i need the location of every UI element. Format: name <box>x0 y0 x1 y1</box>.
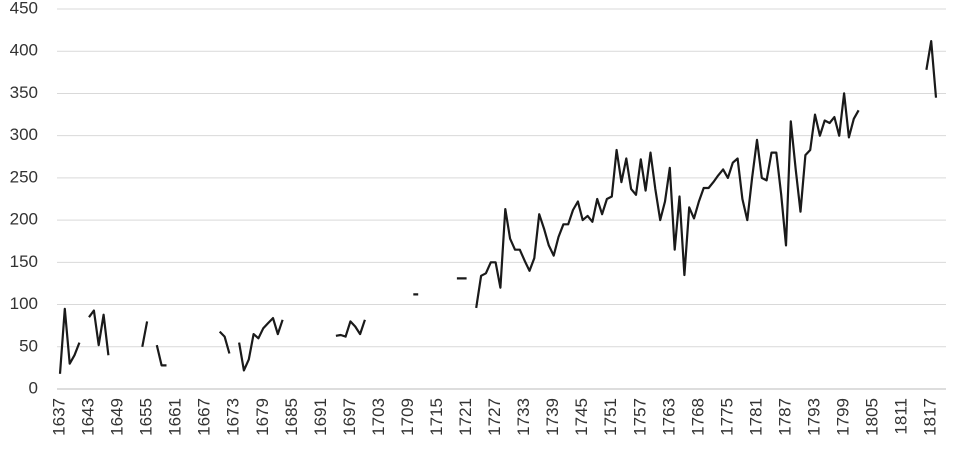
x-tick-label: 1817 <box>921 398 940 436</box>
x-tick-label: 1721 <box>456 398 475 436</box>
x-tick-label: 1805 <box>863 398 882 436</box>
y-tick-label: 100 <box>10 294 38 313</box>
x-tick-label: 1685 <box>282 398 301 436</box>
x-tick-label: 1655 <box>137 398 156 436</box>
x-tick-label: 1793 <box>805 398 824 436</box>
y-tick-label: 450 <box>10 0 38 17</box>
x-tick-label: 1799 <box>834 398 853 436</box>
x-tick-label: 1727 <box>485 398 504 436</box>
x-tick-label: 1781 <box>746 398 765 436</box>
x-tick-label: 1697 <box>340 398 359 436</box>
x-tick-label: 1775 <box>717 398 736 436</box>
x-tick-label: 1811 <box>892 398 911 435</box>
y-tick-label: 300 <box>10 125 38 144</box>
x-tick-label: 1739 <box>543 398 562 436</box>
x-tick-label: 1768 <box>688 398 707 436</box>
x-tick-label: 1709 <box>398 398 417 436</box>
y-tick-label: 400 <box>10 41 38 60</box>
x-tick-label: 1745 <box>572 398 591 436</box>
y-tick-label: 0 <box>29 378 38 397</box>
x-tick-label: 1673 <box>224 398 243 436</box>
x-tick-label: 1667 <box>195 398 214 436</box>
x-tick-label: 1751 <box>601 398 620 436</box>
x-tick-label: 1679 <box>253 398 272 436</box>
x-tick-label: 1637 <box>49 398 68 436</box>
y-tick-label: 250 <box>10 167 38 186</box>
x-tick-label: 1691 <box>311 398 330 436</box>
x-tick-label: 1763 <box>659 398 678 436</box>
x-tick-label: 1787 <box>775 398 794 436</box>
y-tick-label: 150 <box>10 252 38 271</box>
x-tick-label: 1715 <box>427 398 446 436</box>
x-tick-label: 1661 <box>166 398 185 436</box>
y-tick-label: 200 <box>10 210 38 229</box>
x-tick-label: 1649 <box>108 398 127 436</box>
x-tick-label: 1757 <box>630 398 649 436</box>
data-line <box>58 40 938 374</box>
y-tick-label: 50 <box>19 336 38 355</box>
x-tick-label: 1733 <box>514 398 533 436</box>
x-tick-label: 1703 <box>369 398 388 436</box>
y-tick-label: 350 <box>10 83 38 102</box>
x-tick-label: 1643 <box>79 398 98 436</box>
